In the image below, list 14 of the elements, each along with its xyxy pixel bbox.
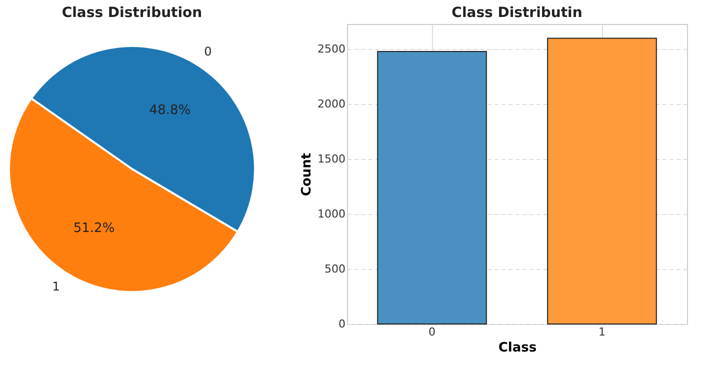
slice-label: 0 <box>204 44 212 58</box>
y-tick-label: 500 <box>324 262 346 276</box>
data-label: 48.8% <box>149 103 191 118</box>
data-label: 51.2% <box>73 220 115 236</box>
y-tick-label: 0 <box>338 318 346 330</box>
y-tick-label: 2500 <box>318 42 346 56</box>
chart-title: Class Distributin <box>452 5 582 21</box>
y-tick-label: 1500 <box>318 152 346 166</box>
y-tick-label: 2000 <box>318 97 346 110</box>
y-tick-label: 1000 <box>318 207 346 220</box>
slice-label: 1 <box>52 280 60 294</box>
chart-title: Class Distribution <box>62 5 202 21</box>
x-axis-title: Class <box>498 340 537 356</box>
y-axis-title: Count <box>300 152 315 196</box>
